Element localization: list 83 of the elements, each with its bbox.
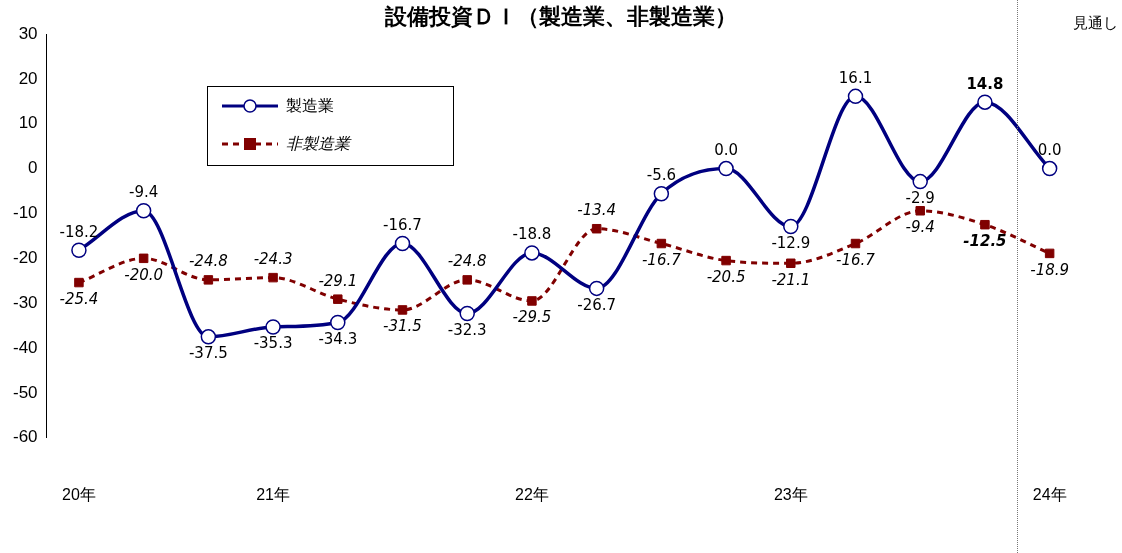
y-tick-label: 30 — [18, 23, 38, 43]
point — [783, 218, 799, 235]
point — [268, 272, 278, 283]
point — [397, 305, 408, 315]
point — [850, 238, 861, 249]
data-label: -25.4 — [59, 289, 99, 308]
data-label: -16.7 — [383, 215, 422, 234]
data-label: -24.8 — [447, 252, 487, 271]
legend-label: 製造業 — [286, 95, 334, 117]
y-tick-label: -10 — [12, 203, 38, 223]
point — [203, 275, 214, 285]
data-label: 0.0 — [1037, 140, 1062, 159]
point — [1044, 248, 1055, 259]
data-label: -29.1 — [318, 271, 358, 290]
point — [656, 238, 667, 249]
data-label: 0.0 — [714, 140, 738, 159]
data-label: -24.8 — [188, 252, 228, 271]
point — [1041, 160, 1058, 177]
data-label: -2.9 — [905, 189, 935, 207]
x-tick-label: 24年 — [1032, 485, 1067, 503]
x-tick-label: 21年 — [256, 485, 290, 503]
data-label: -21.1 — [771, 270, 811, 289]
x-tick-label: 20年 — [62, 485, 96, 503]
point — [591, 223, 602, 234]
data-label: 16.1 — [838, 68, 873, 87]
point — [265, 319, 281, 335]
y-tick-label: 0 — [28, 158, 38, 178]
point — [977, 94, 993, 110]
point — [912, 173, 928, 190]
data-label: -20.5 — [706, 267, 746, 286]
data-label: -37.5 — [188, 344, 228, 363]
point — [915, 206, 925, 216]
data-label: -18.8 — [512, 225, 552, 244]
data-label: -31.5 — [383, 317, 422, 336]
point — [847, 88, 864, 105]
data-label: -34.3 — [318, 329, 358, 348]
data-label: -5.6 — [646, 166, 676, 185]
point — [980, 219, 990, 230]
data-label: -12.5 — [963, 232, 1007, 251]
point — [462, 275, 472, 285]
point — [138, 253, 149, 264]
x-tick-label: 22年 — [515, 485, 549, 503]
point — [527, 296, 537, 306]
point — [721, 255, 731, 266]
data-label: 14.8 — [966, 74, 1004, 93]
y-tick-label: -20 — [12, 248, 38, 268]
point — [200, 329, 217, 345]
y-tick-label: -40 — [12, 337, 38, 357]
chart-title: 設備投資ＤＩ（製造業、非製造業） — [385, 4, 737, 29]
data-label: -13.4 — [577, 201, 617, 220]
point — [394, 235, 411, 252]
point — [135, 203, 152, 219]
point — [588, 280, 605, 297]
legend-label: 非製造業 — [286, 133, 350, 155]
point — [459, 305, 475, 322]
point — [653, 185, 670, 202]
data-label: -29.5 — [512, 308, 552, 327]
data-label: -20.0 — [124, 265, 164, 284]
point — [718, 160, 734, 177]
data-label: -18.9 — [1030, 260, 1070, 279]
data-label: -16.7 — [641, 250, 682, 269]
point — [786, 258, 796, 269]
data-label: -18.2 — [59, 222, 99, 241]
data-label: -9.4 — [129, 183, 159, 202]
point — [333, 294, 343, 304]
y-tick-label: 10 — [18, 113, 38, 133]
text: 見通し — [1073, 14, 1118, 33]
data-label: -16.7 — [836, 250, 876, 269]
y-tick-label: 20 — [18, 68, 38, 88]
y-tick-label: -50 — [12, 382, 38, 402]
data-label: -26.7 — [577, 295, 617, 314]
data-label: -24.3 — [253, 250, 293, 269]
point — [524, 245, 540, 261]
point — [74, 277, 84, 288]
data-label: -32.3 — [447, 320, 487, 339]
point — [330, 314, 346, 331]
x-tick-label: 23年 — [773, 485, 808, 503]
point — [71, 242, 87, 259]
data-label: -35.3 — [253, 334, 293, 353]
data-label: -12.9 — [771, 233, 811, 252]
y-tick-label: -30 — [12, 292, 38, 312]
data-label: -9.4 — [905, 218, 935, 237]
y-tick-label: -60 — [12, 427, 38, 447]
